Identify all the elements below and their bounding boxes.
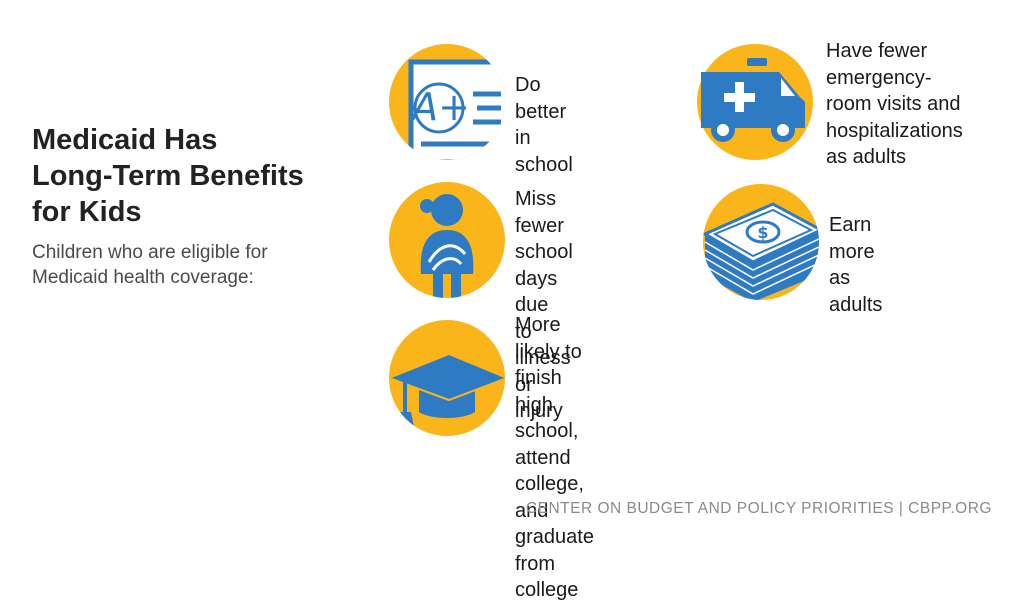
sick-child-icon	[389, 182, 505, 298]
benefit-text: Have fewer emergency- room visits and ho…	[826, 40, 963, 168]
money-stack-icon: $	[703, 184, 819, 300]
benefit-text: Miss fewer school days due to illness or…	[515, 188, 573, 422]
benefit-text: More likely to finish high school, atten…	[515, 314, 594, 601]
benefit-text: Earn more as adults	[829, 214, 883, 316]
benefit-text: Do better in school	[515, 74, 573, 176]
graduation-cap-icon	[389, 320, 505, 436]
footer-credit: CENTER ON BUDGET AND POLICY PRIORITIES |…	[525, 500, 992, 517]
page-title: Medicaid Has Long-Term Benefits for Kids	[32, 124, 304, 228]
report-card-icon: A+	[389, 44, 505, 160]
svg-text:$: $	[757, 223, 768, 242]
ambulance-icon	[697, 44, 813, 160]
page-subtitle: Children who are eligible for Medicaid h…	[32, 242, 268, 288]
